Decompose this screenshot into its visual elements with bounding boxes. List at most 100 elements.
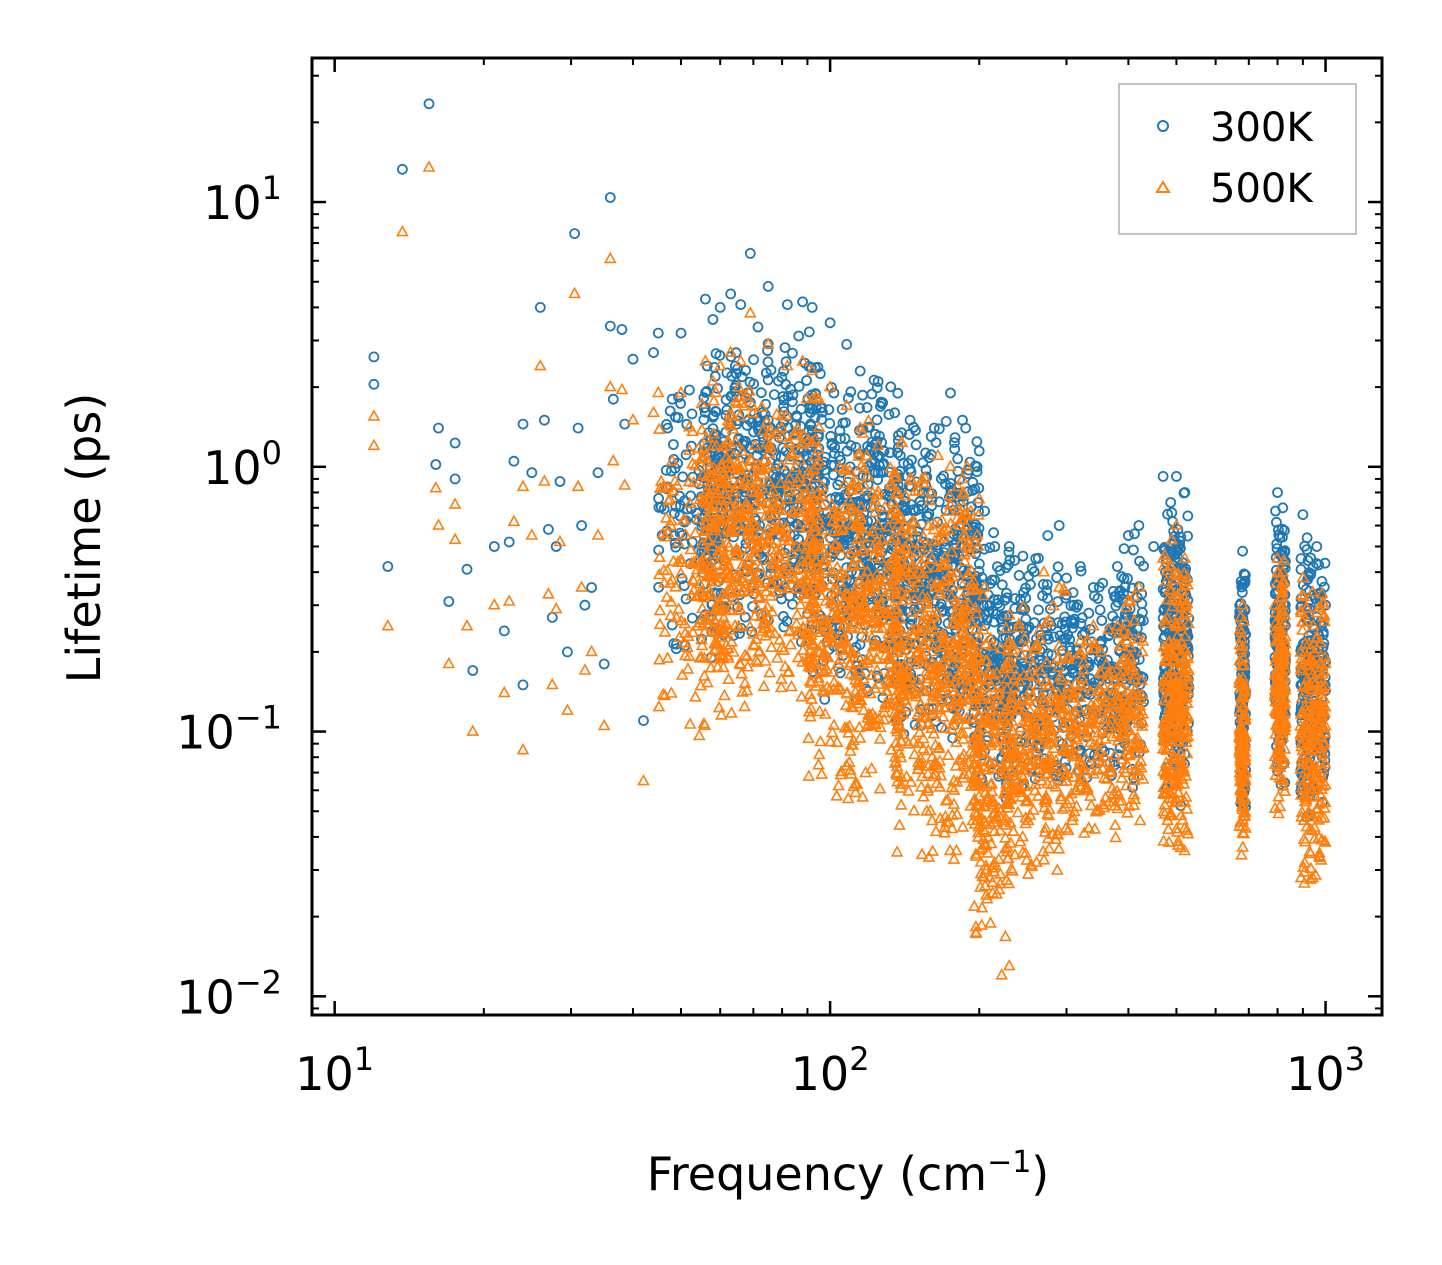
data-point bbox=[1123, 530, 1134, 541]
data-point bbox=[792, 519, 804, 530]
data-point bbox=[718, 688, 731, 701]
data-point bbox=[938, 470, 949, 482]
data-point bbox=[871, 435, 883, 447]
data-point bbox=[1112, 561, 1123, 572]
data-point bbox=[1161, 600, 1173, 612]
data-point bbox=[607, 393, 619, 405]
data-point bbox=[498, 625, 510, 637]
data-point bbox=[627, 353, 639, 365]
data-point bbox=[1237, 545, 1248, 557]
data-point bbox=[1234, 606, 1246, 618]
data-point bbox=[508, 455, 520, 467]
data-point bbox=[1056, 618, 1068, 630]
data-point bbox=[896, 604, 907, 616]
data-point bbox=[892, 387, 904, 399]
data-point bbox=[1023, 570, 1035, 582]
data-point bbox=[1009, 555, 1020, 566]
data-point bbox=[755, 387, 767, 399]
data-point bbox=[674, 527, 686, 539]
data-point bbox=[730, 368, 742, 379]
data-point bbox=[797, 296, 808, 308]
data-point bbox=[873, 732, 887, 744]
data-point bbox=[1041, 579, 1053, 590]
data-point bbox=[488, 541, 500, 552]
data-point bbox=[1001, 679, 1013, 691]
data-point bbox=[1175, 543, 1186, 554]
data-point bbox=[871, 414, 883, 426]
data-point bbox=[804, 400, 816, 412]
data-point bbox=[686, 440, 697, 452]
data-point bbox=[746, 626, 758, 637]
data-point bbox=[443, 596, 455, 607]
data-point bbox=[780, 356, 792, 368]
data-point bbox=[1107, 610, 1118, 622]
data-point bbox=[653, 492, 664, 504]
data-point bbox=[933, 780, 947, 792]
data-point bbox=[777, 391, 789, 402]
data-point bbox=[1015, 593, 1026, 605]
data-point bbox=[543, 524, 554, 535]
data-point bbox=[586, 582, 597, 593]
data-point bbox=[864, 421, 875, 433]
data-point bbox=[785, 679, 798, 692]
data-point bbox=[677, 471, 689, 483]
data-point bbox=[668, 439, 679, 450]
data-point bbox=[907, 804, 921, 816]
data-point bbox=[674, 566, 688, 579]
data-point bbox=[853, 731, 867, 743]
data-point bbox=[987, 605, 999, 617]
data-point bbox=[1236, 581, 1248, 593]
data-point bbox=[675, 398, 686, 409]
data-point bbox=[802, 769, 816, 781]
data-point bbox=[1053, 520, 1065, 531]
data-point bbox=[725, 706, 738, 718]
data-point bbox=[885, 381, 897, 393]
data-point bbox=[876, 398, 888, 410]
data-point bbox=[1138, 560, 1149, 572]
data-point bbox=[917, 457, 929, 469]
data-point bbox=[824, 417, 836, 429]
data-point bbox=[984, 916, 997, 928]
data-point bbox=[974, 558, 985, 570]
data-point bbox=[683, 717, 697, 729]
data-point bbox=[700, 293, 711, 305]
data-point bbox=[865, 761, 878, 774]
data-point bbox=[760, 367, 772, 379]
data-point bbox=[1066, 663, 1078, 675]
data-point bbox=[1028, 617, 1040, 629]
data-point bbox=[1048, 631, 1060, 643]
data-point bbox=[670, 500, 682, 512]
data-point bbox=[1033, 604, 1044, 616]
data-point bbox=[883, 409, 895, 420]
data-point bbox=[653, 617, 667, 630]
data-point bbox=[778, 401, 789, 413]
data-point bbox=[730, 347, 742, 359]
data-point bbox=[782, 299, 793, 311]
data-point bbox=[1061, 572, 1072, 584]
data-point bbox=[660, 464, 672, 476]
data-point bbox=[648, 347, 659, 359]
data-point bbox=[664, 405, 676, 417]
data-point bbox=[707, 314, 719, 325]
data-point bbox=[819, 464, 831, 476]
data-point bbox=[1069, 613, 1080, 625]
data-point bbox=[874, 460, 885, 472]
data-point bbox=[1046, 666, 1058, 678]
data-point bbox=[572, 422, 584, 434]
data-point bbox=[768, 389, 780, 401]
data-point bbox=[1003, 546, 1015, 558]
data-point bbox=[790, 608, 804, 620]
data-point bbox=[999, 929, 1012, 942]
data-point bbox=[1068, 599, 1080, 611]
data-point bbox=[817, 406, 828, 418]
data-point bbox=[830, 789, 844, 801]
data-point bbox=[725, 288, 737, 300]
data-point bbox=[815, 767, 829, 779]
data-point bbox=[382, 561, 394, 572]
data-point bbox=[735, 299, 747, 311]
data-point bbox=[1037, 590, 1048, 602]
data-point bbox=[738, 676, 752, 688]
data-point bbox=[1095, 652, 1107, 664]
data-point bbox=[812, 758, 825, 770]
data-point bbox=[449, 473, 461, 485]
